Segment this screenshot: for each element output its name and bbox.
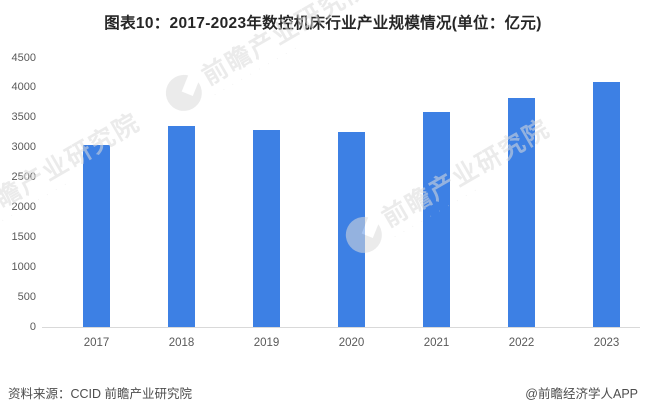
bar-2022 — [508, 98, 535, 327]
bar-2023 — [593, 81, 620, 327]
y-axis-tick-label: 0 — [29, 320, 36, 333]
credit-note: @前瞻经济学人APP — [525, 387, 638, 401]
x-axis-tick-label: 2023 — [593, 337, 620, 349]
x-axis-tick-label: 2018 — [168, 337, 195, 349]
bar-2017 — [83, 144, 110, 327]
y-axis-tick-label: 1500 — [11, 230, 36, 243]
plot-area — [42, 58, 640, 328]
bar-2019 — [253, 129, 280, 327]
y-axis-tick-label: 1000 — [11, 260, 36, 273]
bar-2018 — [168, 126, 195, 327]
y-axis-tick-label: 3000 — [11, 141, 36, 154]
bar-2021 — [423, 111, 450, 327]
chart-title: 图表10：2017-2023年数控机床行业产业规模情况(单位：亿元) — [104, 15, 542, 32]
y-axis-tick-label: 3500 — [11, 111, 36, 124]
x-axis-tick-label: 2020 — [338, 337, 365, 349]
y-axis-tick-label: 4000 — [11, 81, 36, 94]
x-axis-tick-label: 2022 — [508, 337, 535, 349]
source-note: 资料来源：CCID 前瞻产业研究院 — [8, 387, 193, 401]
y-axis-tick-label: 2500 — [11, 171, 36, 184]
y-axis-tick-label: 500 — [17, 290, 36, 303]
y-axis-tick-label: 2000 — [11, 200, 36, 213]
bar-2020 — [338, 132, 365, 327]
x-axis-tick-label: 2019 — [253, 337, 280, 349]
x-axis-tick-label: 2021 — [423, 337, 450, 349]
x-axis-tick-label: 2017 — [83, 337, 110, 349]
chart-area: 0 500 1000 1500 2000 2500 3000 3500 4000 4500 2017… — [0, 52, 646, 358]
y-axis-tick-label: 4500 — [11, 51, 36, 64]
